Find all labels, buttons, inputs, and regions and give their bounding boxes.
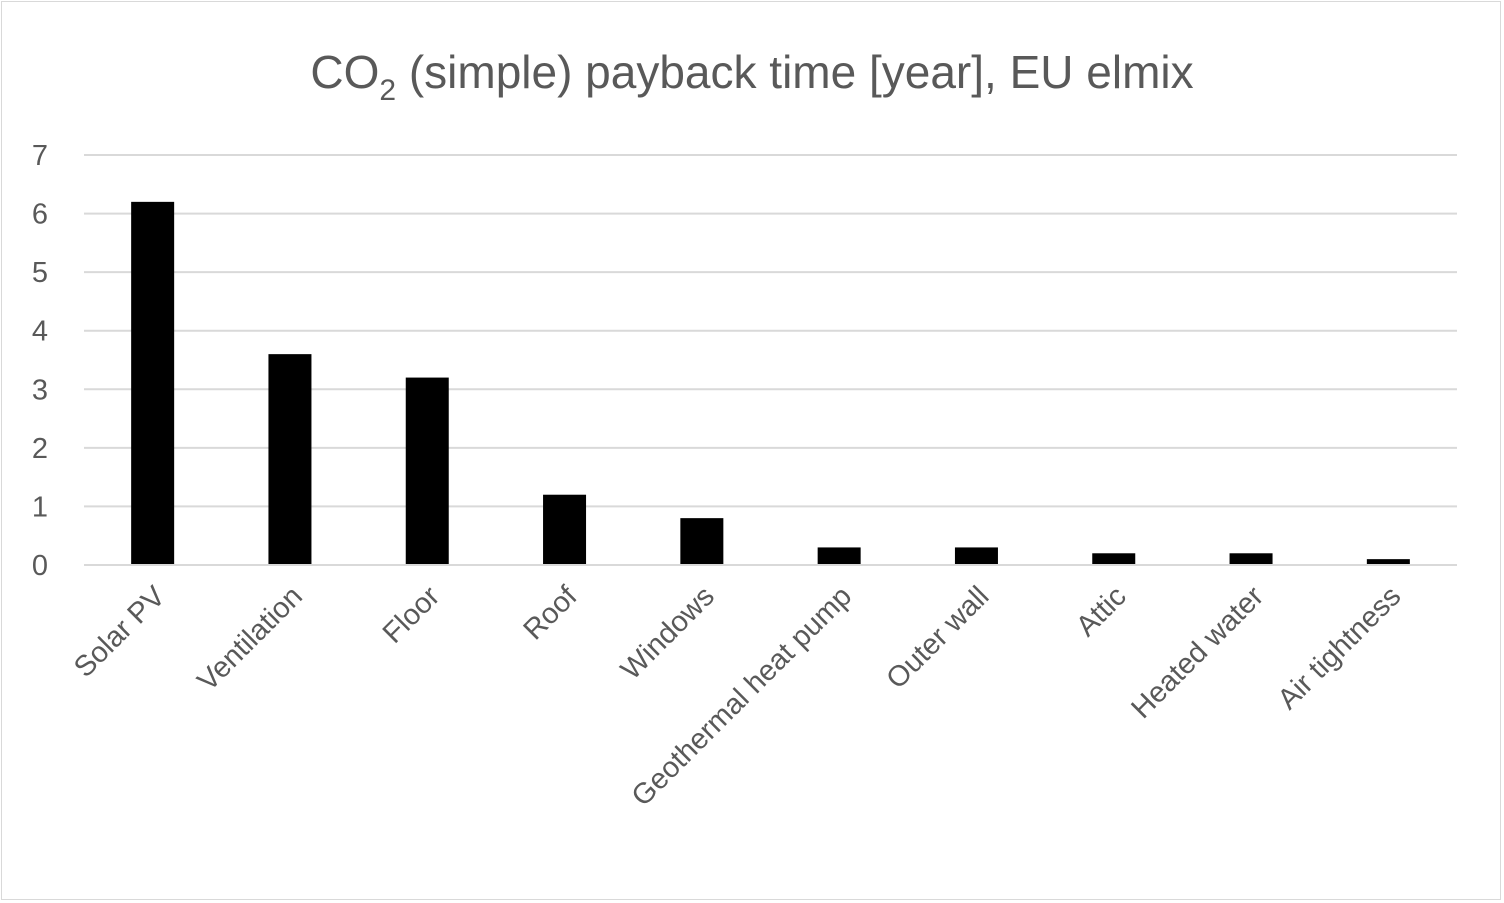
chart-title: CO2 (simple) payback time [year], EU elm…	[310, 46, 1193, 107]
chart-title-subscript: 2	[379, 74, 396, 107]
x-category-label: Air tightness	[1272, 580, 1407, 715]
x-category-label: Roof	[518, 580, 585, 647]
y-tick-label: 0	[32, 550, 48, 582]
bar-windows	[680, 518, 724, 565]
y-tick-label: 1	[32, 491, 48, 523]
x-category-label: Windows	[615, 580, 721, 686]
y-tick-label: 3	[32, 374, 48, 406]
bar-roof	[543, 494, 587, 565]
bar-heated-water	[1229, 553, 1273, 565]
y-axis-ticks: 0 1 2 3 4 5 6 7	[32, 140, 48, 582]
x-category-label: Geothermal heat pump	[626, 580, 858, 812]
chart-title-rest: (simple) payback time [year], EU elmix	[396, 46, 1194, 98]
bars	[131, 201, 1410, 565]
bar-geothermal-heat-pump	[817, 547, 861, 565]
bar-floor	[405, 377, 449, 565]
bar-solar-pv	[131, 201, 175, 565]
x-axis-labels: Solar PV Ventilation Floor Roof WindowsGeoth…	[68, 580, 1407, 813]
y-tick-label: 5	[32, 257, 48, 289]
bar-attic	[1092, 553, 1136, 565]
x-category-label: Ventilation	[192, 580, 309, 697]
x-category-label: Solar PV	[68, 580, 172, 684]
bar-air-tightness	[1366, 559, 1410, 565]
y-tick-label: 6	[32, 199, 48, 231]
y-tick-label: 4	[32, 316, 48, 348]
y-tick-label: 2	[32, 433, 48, 465]
bar-ventilation	[268, 354, 312, 565]
y-tick-label: 7	[32, 140, 48, 172]
x-category-label: Attic	[1070, 580, 1133, 643]
x-category-label: Floor	[377, 580, 447, 650]
x-category-label: Outer wall	[880, 580, 995, 695]
bar-outer-wall	[954, 547, 998, 565]
x-category-label: Heated water	[1125, 580, 1270, 725]
chart-title-main: CO	[310, 46, 379, 98]
